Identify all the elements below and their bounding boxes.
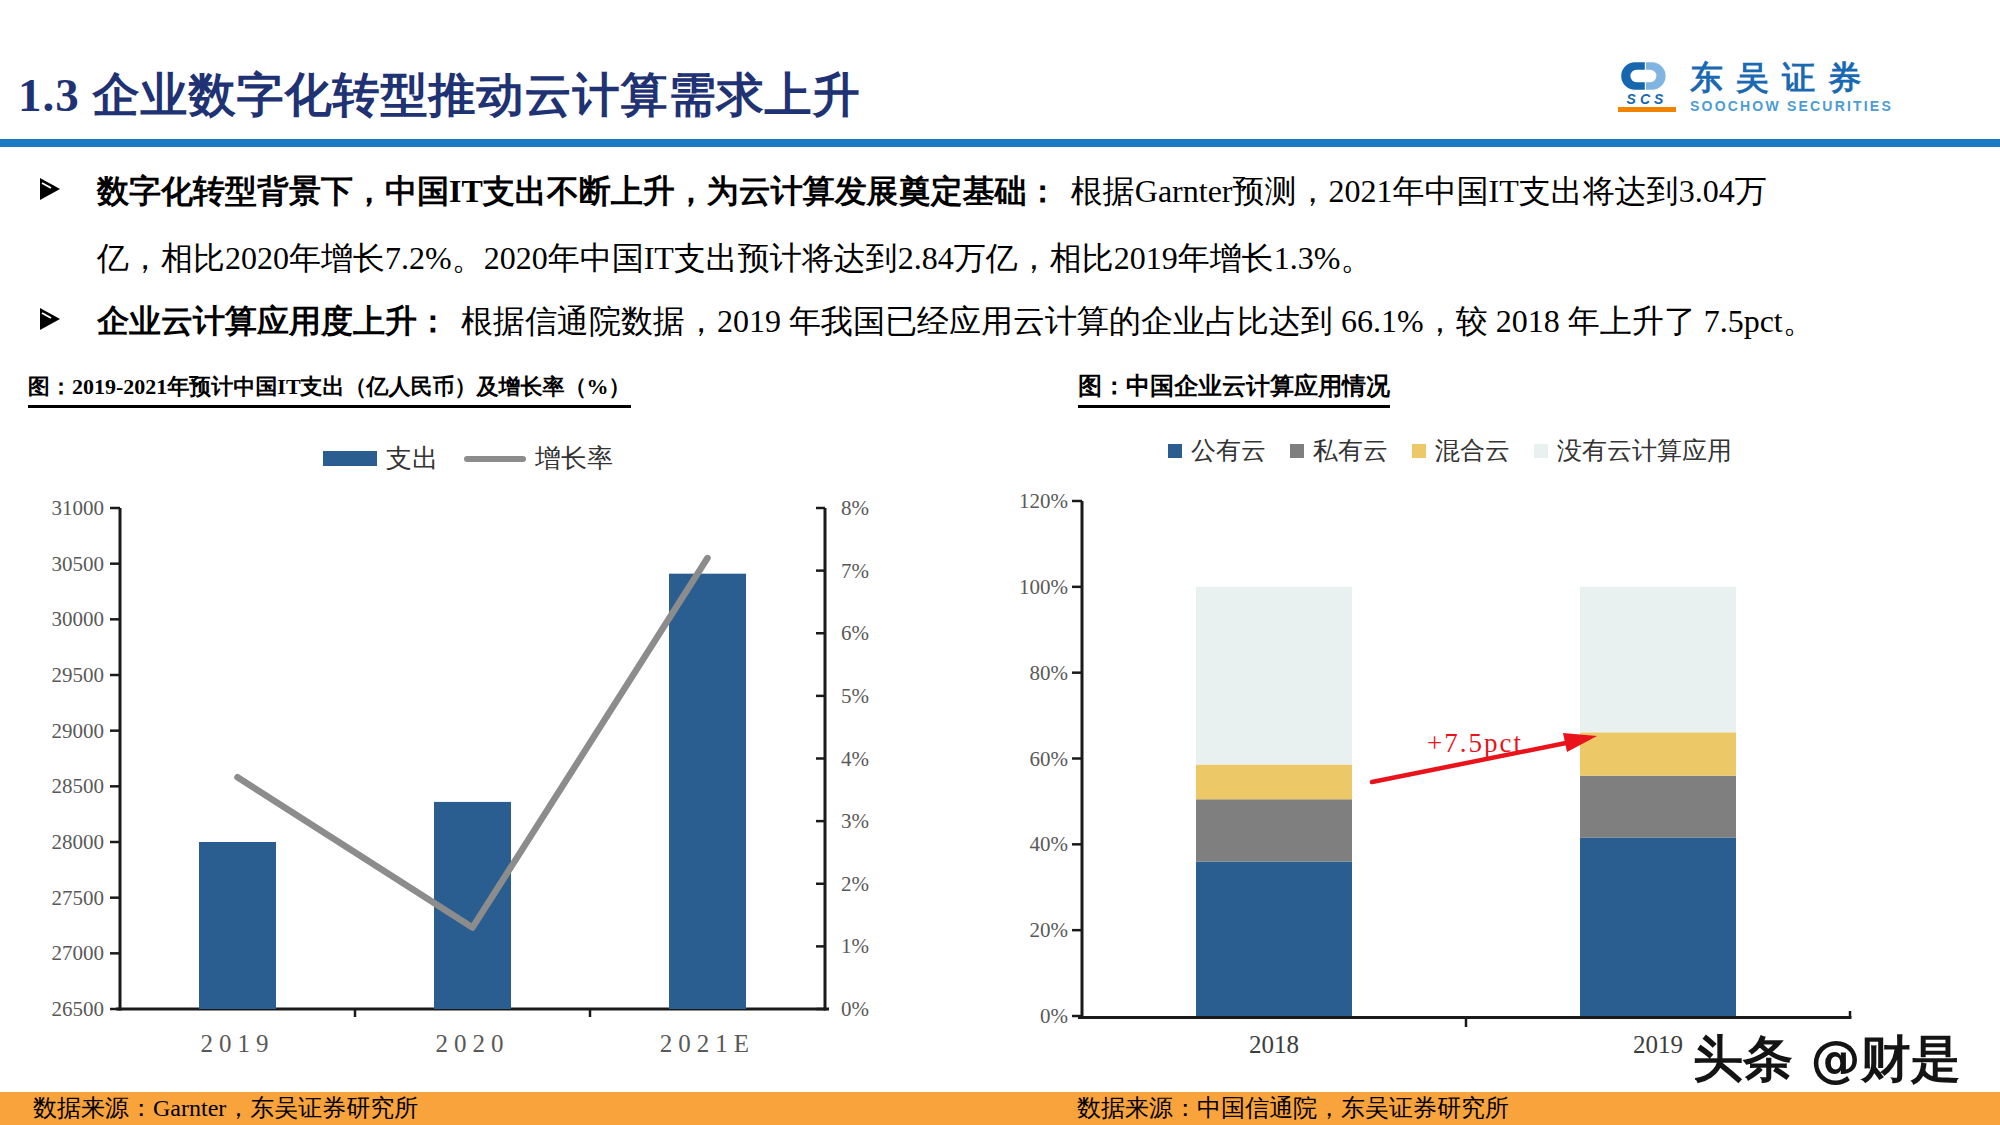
watermark: 头条 @财是	[1693, 1026, 1960, 1093]
svg-text:6%: 6%	[841, 621, 869, 645]
svg-text:28000: 28000	[52, 830, 105, 854]
stack-2019-1	[1580, 776, 1736, 838]
svg-text:28500: 28500	[52, 774, 105, 798]
svg-text:4%: 4%	[841, 747, 869, 771]
svg-text:31000: 31000	[52, 496, 105, 520]
svg-text:30000: 30000	[52, 607, 105, 631]
svg-text:2018: 2018	[1249, 1031, 1299, 1058]
stack-2018-3	[1196, 587, 1352, 765]
right-chart-source: 数据来源：中国信通院，东吴证券研究所	[1077, 1092, 1509, 1125]
svg-text:2021E: 2021E	[660, 1030, 755, 1057]
svg-text:40%: 40%	[1030, 832, 1069, 856]
svg-text:8%: 8%	[841, 496, 869, 520]
svg-text:5%: 5%	[841, 684, 869, 708]
left-chart-source: 数据来源：Garnter，东吴证券研究所	[33, 1092, 418, 1125]
svg-text:27000: 27000	[52, 941, 105, 965]
charts-canvas: 26500 27000 27500 28000 28500 29000 29500 30000…	[0, 0, 2000, 1125]
svg-text:26500: 26500	[52, 997, 105, 1021]
spend-bar-2019	[199, 842, 276, 1009]
svg-text:2%: 2%	[841, 872, 869, 896]
svg-text:3%: 3%	[841, 809, 869, 833]
svg-text:1%: 1%	[841, 934, 869, 958]
svg-text:100%: 100%	[1019, 575, 1068, 599]
svg-text:30500: 30500	[52, 552, 105, 576]
svg-text:27500: 27500	[52, 886, 105, 910]
spend-bar-2021E	[669, 574, 746, 1009]
stack-2018-2	[1196, 765, 1352, 800]
svg-text:60%: 60%	[1030, 747, 1069, 771]
svg-text:120%: 120%	[1019, 489, 1068, 513]
svg-text:0%: 0%	[1040, 1004, 1068, 1028]
annotation-label: +7.5pct	[1427, 728, 1523, 758]
stack-2018-1	[1196, 799, 1352, 861]
svg-text:2019: 2019	[201, 1030, 275, 1057]
svg-text:29500: 29500	[52, 663, 105, 687]
svg-text:2020: 2020	[436, 1030, 510, 1057]
stack-2019-3	[1580, 587, 1736, 732]
stack-2018-0	[1196, 862, 1352, 1017]
stack-2019-0	[1580, 837, 1736, 1016]
svg-text:7%: 7%	[841, 559, 869, 583]
svg-text:2019: 2019	[1633, 1031, 1683, 1058]
svg-text:80%: 80%	[1030, 661, 1069, 685]
footer-bar: 数据来源：Garnter，东吴证券研究所 数据来源：中国信通院，东吴证券研究所	[0, 1092, 2000, 1125]
svg-text:29000: 29000	[52, 719, 105, 743]
svg-text:0%: 0%	[841, 997, 869, 1021]
spend-bar-2020	[434, 802, 511, 1009]
stack-2019-2	[1580, 732, 1736, 775]
svg-text:20%: 20%	[1030, 918, 1069, 942]
